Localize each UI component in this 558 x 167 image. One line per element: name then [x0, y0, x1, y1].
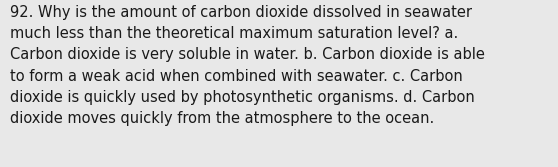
Text: 92. Why is the amount of carbon dioxide dissolved in seawater
much less than the: 92. Why is the amount of carbon dioxide … — [10, 5, 485, 126]
